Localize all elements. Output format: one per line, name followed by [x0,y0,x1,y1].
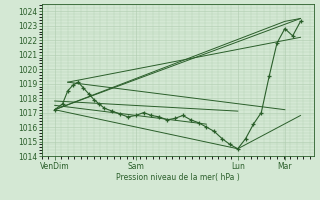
X-axis label: Pression niveau de la mer( hPa ): Pression niveau de la mer( hPa ) [116,173,239,182]
